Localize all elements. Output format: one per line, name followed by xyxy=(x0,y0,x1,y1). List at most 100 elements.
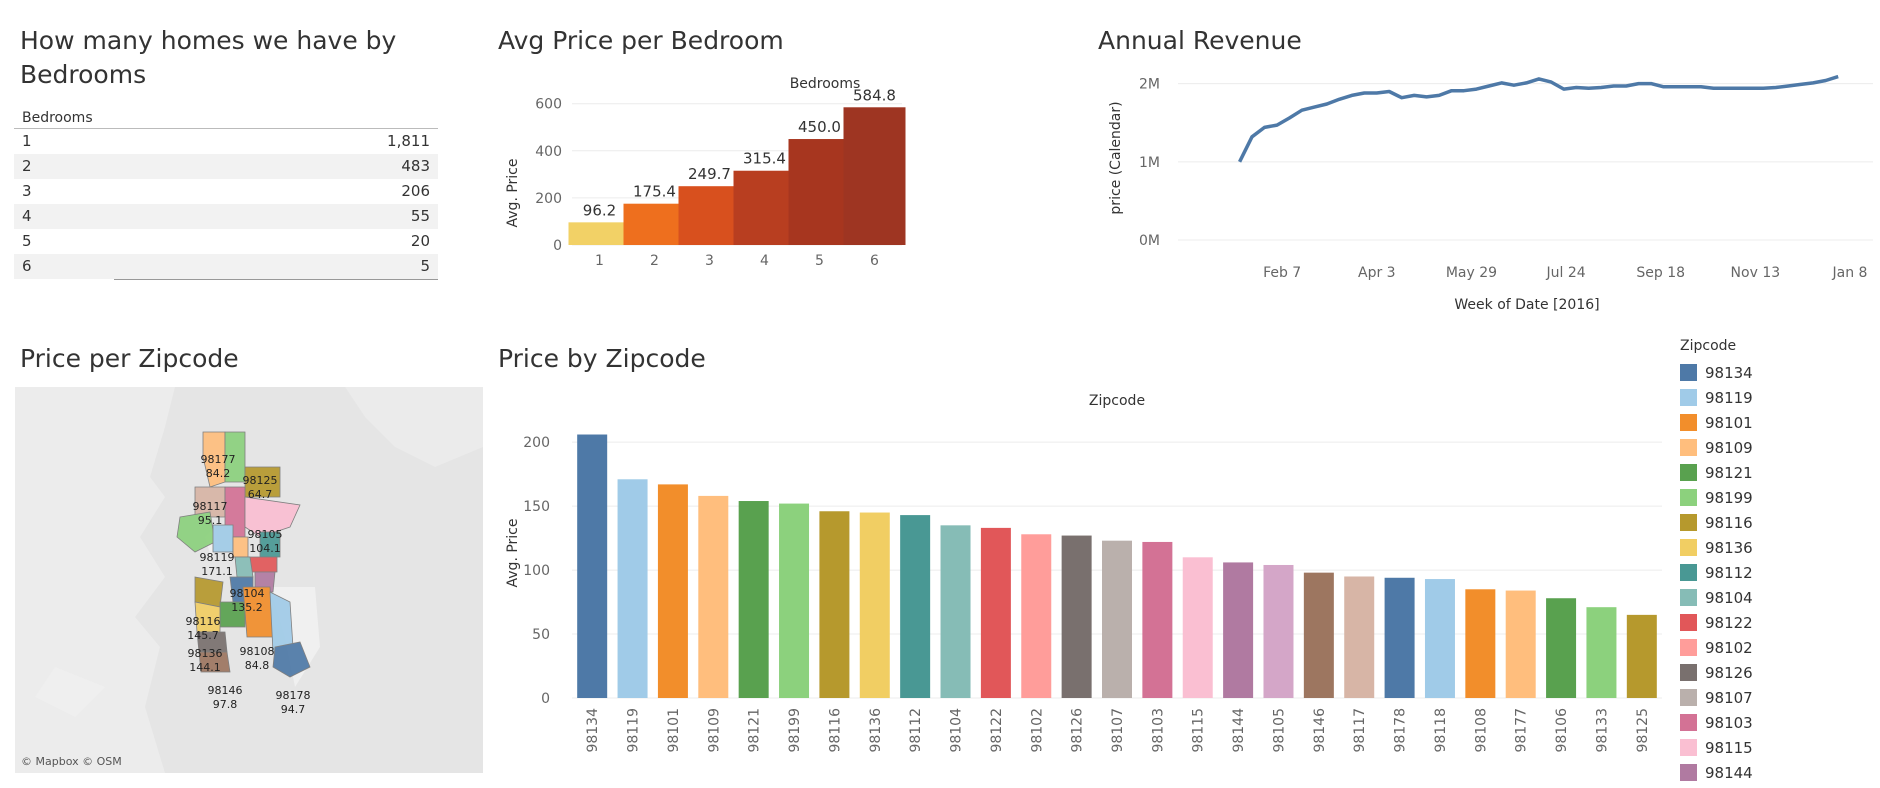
bar[interactable] xyxy=(1303,572,1334,698)
bar[interactable] xyxy=(577,434,608,698)
region-98146[interactable] xyxy=(198,651,231,673)
row-value: 206 xyxy=(401,182,430,200)
bar[interactable] xyxy=(733,170,796,245)
legend-item[interactable]: 98101 xyxy=(1680,410,1880,435)
row-value: 483 xyxy=(401,157,430,175)
legend-item[interactable]: 98136 xyxy=(1680,535,1880,560)
x-tick-label: 3 xyxy=(705,253,714,269)
x-tick-label: 2 xyxy=(650,253,659,269)
x-tick-label: 98146 xyxy=(1312,708,1328,753)
bar[interactable] xyxy=(819,511,850,698)
legend-item[interactable]: 98121 xyxy=(1680,460,1880,485)
legend-item[interactable]: 98104 xyxy=(1680,585,1880,610)
legend-label: 98101 xyxy=(1705,413,1753,432)
table-row[interactable]: 5 20 xyxy=(14,229,438,254)
table-row[interactable]: 4 55 xyxy=(14,204,438,229)
bar[interactable] xyxy=(657,484,688,698)
table-row[interactable]: 1 1,811 xyxy=(14,129,438,154)
price-by-zipcode-chart[interactable]: Zipcode Avg. Price 0 50 100 150 200 98134 9811… xyxy=(490,385,1670,785)
x-tick-label: Jul 24 xyxy=(1545,265,1585,281)
chart-top-title: Bedrooms xyxy=(790,76,861,92)
bar[interactable] xyxy=(1142,541,1173,698)
bar[interactable] xyxy=(1424,579,1455,698)
legend-item[interactable]: 98199 xyxy=(1680,485,1880,510)
region-98109[interactable] xyxy=(232,536,249,558)
y-tick-label: 0M xyxy=(1139,233,1160,249)
x-tick-label: Feb 7 xyxy=(1263,265,1301,281)
bar[interactable] xyxy=(1546,598,1577,698)
map-zip-label: 98146 xyxy=(208,684,243,697)
row-label: 3 xyxy=(22,182,32,200)
bar[interactable] xyxy=(859,512,890,698)
x-tick-label: 98134 xyxy=(585,708,601,753)
bar[interactable] xyxy=(1263,564,1294,698)
zipcode-regions[interactable] xyxy=(176,431,311,678)
bar[interactable] xyxy=(623,203,686,245)
revenue-line[interactable] xyxy=(1238,74,1839,163)
bar[interactable] xyxy=(1182,557,1213,698)
legend-item[interactable]: 98115 xyxy=(1680,735,1880,760)
bar[interactable] xyxy=(568,222,631,245)
bar[interactable] xyxy=(1586,607,1617,698)
x-tick-label: 1 xyxy=(595,253,604,269)
legend-item[interactable]: 98107 xyxy=(1680,685,1880,710)
legend-item[interactable]: 98102 xyxy=(1680,635,1880,660)
region-98199[interactable] xyxy=(176,511,216,553)
map-value-label: 94.7 xyxy=(281,703,306,716)
bar[interactable] xyxy=(1021,534,1052,698)
bar[interactable] xyxy=(698,495,729,698)
bar[interactable] xyxy=(843,107,906,245)
zipcode-map[interactable]: 98177 84.2 98125 64.7 98117 95.1 98105 104.1 981… xyxy=(15,387,483,773)
bar[interactable] xyxy=(788,139,851,245)
x-tick-label: 98108 xyxy=(1473,708,1489,753)
bar[interactable] xyxy=(900,515,931,698)
avg-price-bedroom-chart[interactable]: Bedrooms Avg. Price 0 200 400 600 1 2 3 4 5 6 96.… xyxy=(490,65,1090,365)
bar[interactable] xyxy=(940,525,971,698)
map-zip-label: 98105 xyxy=(248,528,283,541)
map-zip-label: 98116 xyxy=(186,615,221,628)
bar-value-label: 175.4 xyxy=(633,183,676,201)
price-by-zipcode-title: Price by Zipcode xyxy=(498,344,706,373)
region-98112[interactable] xyxy=(259,531,281,558)
bar[interactable] xyxy=(1384,577,1415,698)
bar[interactable] xyxy=(1626,614,1657,698)
bar-value-label: 584.8 xyxy=(853,86,896,104)
bar[interactable] xyxy=(1223,562,1254,698)
bar[interactable] xyxy=(1465,589,1496,698)
legend-item[interactable]: 98122 xyxy=(1680,610,1880,635)
map-credit[interactable]: © Mapbox © OSM xyxy=(21,755,122,768)
y-tick-label: 150 xyxy=(523,499,550,515)
bar[interactable] xyxy=(1061,535,1092,698)
bar[interactable] xyxy=(779,503,810,698)
bar[interactable] xyxy=(738,501,769,698)
legend-item[interactable]: 98134 xyxy=(1680,360,1880,385)
bar[interactable] xyxy=(1505,590,1536,698)
region-98119[interactable] xyxy=(212,524,234,553)
x-tick-label: 98144 xyxy=(1231,708,1247,753)
y-tick-label: 50 xyxy=(532,627,550,643)
region-98178[interactable] xyxy=(272,641,311,678)
legend-item[interactable]: 98126 xyxy=(1680,660,1880,685)
table-row[interactable]: 2 483 xyxy=(14,154,438,179)
legend-swatch xyxy=(1680,664,1697,681)
legend-item[interactable]: 98103 xyxy=(1680,710,1880,735)
region-98122[interactable] xyxy=(247,556,278,573)
legend-item[interactable]: 98116 xyxy=(1680,510,1880,535)
annual-revenue-chart[interactable]: price (Calendar) Week of Date [2016] 0M 1… xyxy=(1098,60,1878,320)
legend-item[interactable]: 98109 xyxy=(1680,435,1880,460)
bar[interactable] xyxy=(678,186,741,245)
bar[interactable] xyxy=(980,527,1011,698)
x-tick-label: 98199 xyxy=(787,708,803,753)
bar[interactable] xyxy=(1344,576,1375,698)
legend-item[interactable]: 98119 xyxy=(1680,385,1880,410)
bar[interactable] xyxy=(617,479,648,698)
region-98177[interactable] xyxy=(202,431,226,488)
legend-item[interactable]: 98112 xyxy=(1680,560,1880,585)
legend-item[interactable]: 98144 xyxy=(1680,760,1880,785)
map-zip-label: 98119 xyxy=(200,551,235,564)
bar[interactable] xyxy=(1102,540,1132,698)
region-98104[interactable] xyxy=(234,556,254,578)
table-row[interactable]: 3 206 xyxy=(14,179,438,204)
